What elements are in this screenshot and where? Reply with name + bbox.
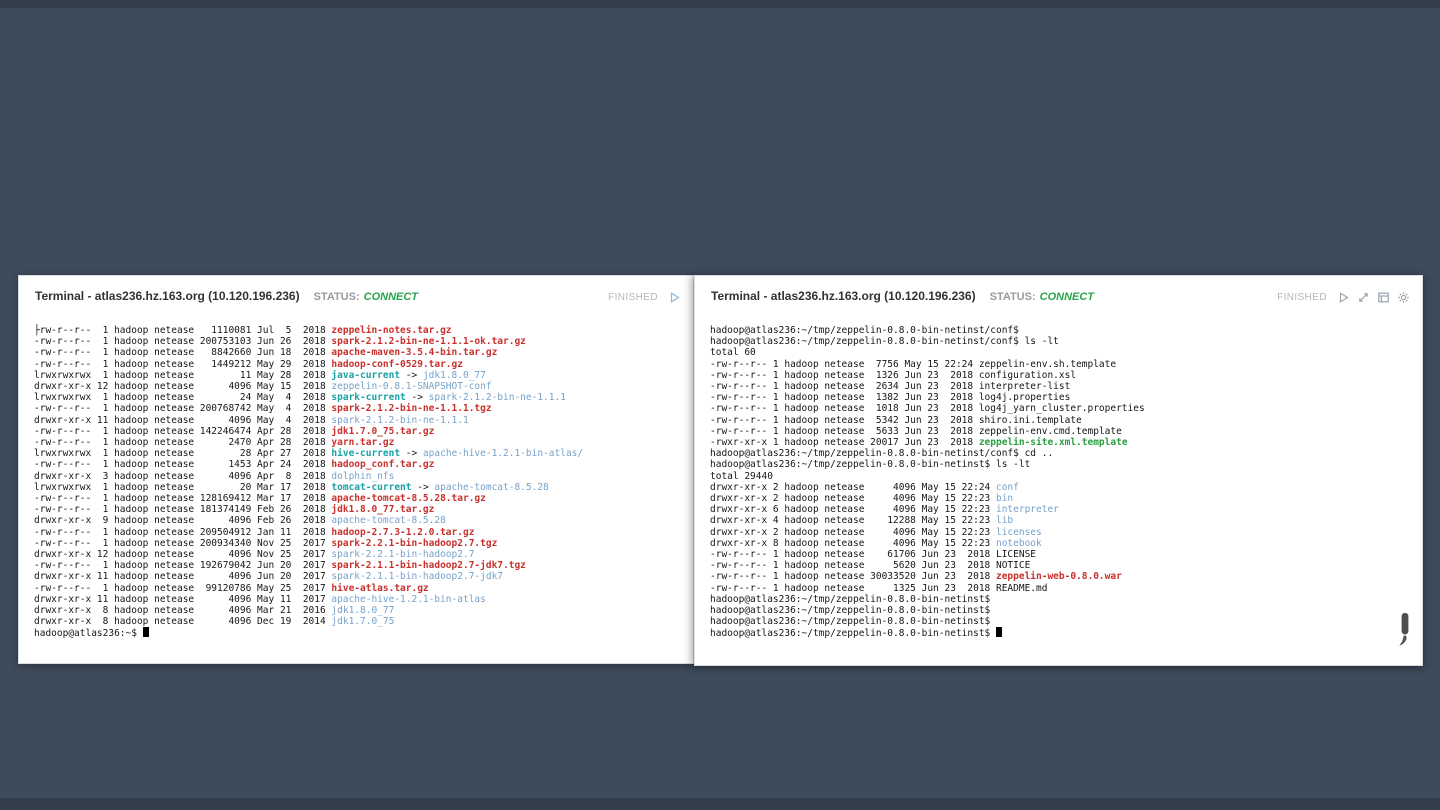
terminal-line: drwxr-xr-x 11 hadoop netease 4096 Jun 20…: [34, 571, 504, 583]
paragraph-header: Terminal - atlas236.hz.163.org (10.120.1…: [19, 276, 693, 315]
terminal-line: lrwxrwxrwx 1 hadoop netease 11 May 28 20…: [34, 369, 486, 381]
status-badge: FINISHED: [608, 292, 658, 303]
terminal-line: drwxr-xr-x 12 hadoop netease 4096 Nov 25…: [34, 549, 475, 561]
terminal-line: -rw-r--r-- 1 hadoop netease 200753103 Ju…: [34, 336, 526, 348]
terminal-title: Terminal - atlas236.hz.163.org (10.120.1…: [711, 289, 976, 303]
terminal-line: hadoop@atlas236:~/tmp/zeppelin-0.8.0-bin…: [710, 448, 1054, 460]
terminal-line: -rw-r--r-- 1 hadoop netease 128169412 Ma…: [34, 493, 486, 505]
status-value: CONNECT: [363, 291, 419, 303]
terminal-line: -rw-r--r-- 1 hadoop netease 209504912 Ja…: [34, 526, 475, 538]
terminal-line: hadoop@atlas236:~/tmp/zeppelin-0.8.0-bin…: [710, 627, 1407, 639]
terminal-line: -rw-r--r-- 1 hadoop netease 142246474 Ap…: [34, 425, 435, 437]
terminal-line: -rw-r--r-- 1 hadoop netease 1449212 May …: [34, 358, 463, 370]
layout-icon[interactable]: [1377, 291, 1390, 304]
gear-icon[interactable]: [1397, 291, 1410, 304]
terminal-line: -rw-r--r-- 1 hadoop netease 5633 Jun 23 …: [710, 425, 1122, 437]
terminal-line: drwxr-xr-x 6 hadoop netease 4096 May 15 …: [710, 504, 1059, 516]
terminal-line: drwxr-xr-x 8 hadoop netease 4096 Mar 21 …: [34, 605, 395, 617]
scroll-indicator[interactable]: [1398, 611, 1412, 649]
terminal-cursor: [995, 627, 1002, 638]
status-value: CONNECT: [1039, 291, 1095, 303]
status-badge: FINISHED: [1277, 292, 1327, 303]
bottom-edge-bar: [0, 798, 1440, 810]
terminal-line: -rw-r--r-- 1 hadoop netease 99120786 May…: [34, 582, 429, 594]
terminal-line: drwxr-xr-x 11 hadoop netease 4096 May 4 …: [34, 414, 469, 426]
expand-icon[interactable]: [1357, 291, 1370, 304]
terminal-line: -rw-r--r-- 1 hadoop netease 1453 Apr 24 …: [34, 459, 435, 471]
terminal-line: -rw-r--r-- 1 hadoop netease 200934340 No…: [34, 537, 498, 549]
terminal-panel-right: Terminal - atlas236.hz.163.org (10.120.1…: [694, 275, 1423, 666]
terminal-line: lrwxrwxrwx 1 hadoop netease 24 May 4 201…: [34, 392, 566, 404]
terminal-line: -rw-r--r-- 1 hadoop netease 1382 Jun 23 …: [710, 392, 1071, 404]
terminal-line: lrwxrwxrwx 1 hadoop netease 20 Mar 17 20…: [34, 481, 549, 493]
terminal-line: drwxr-xr-x 8 hadoop netease 4096 May 15 …: [710, 537, 1042, 549]
play-icon[interactable]: [668, 291, 681, 304]
terminal-line: -rw-r--r-- 1 hadoop netease 200768742 Ma…: [34, 403, 492, 415]
terminal-status: STATUS: CONNECT: [314, 291, 418, 303]
terminal-line: hadoop@atlas236:~/tmp/zeppelin-0.8.0-bin…: [710, 605, 991, 617]
terminal-line: -rwxr-xr-x 1 hadoop netease 20017 Jun 23…: [710, 437, 1128, 449]
terminal-line: -rw-r--r-- 1 hadoop netease 1326 Jun 23 …: [710, 369, 1077, 381]
paragraph-header: Terminal - atlas236.hz.163.org (10.120.1…: [695, 276, 1422, 315]
terminal-line: hadoop@atlas236:~/tmp/zeppelin-0.8.0-bin…: [710, 616, 991, 628]
terminal-line: -rw-r--r-- 1 hadoop netease 181374149 Fe…: [34, 504, 435, 516]
terminal-line: drwxr-xr-x 2 hadoop netease 4096 May 15 …: [710, 481, 1019, 493]
terminal-line: drwxr-xr-x 9 hadoop netease 4096 Feb 26 …: [34, 515, 446, 527]
terminal-line: hadoop@atlas236:~/tmp/zeppelin-0.8.0-bin…: [710, 459, 1031, 471]
terminal-output-right[interactable]: hadoop@atlas236:~/tmp/zeppelin-0.8.0-bin…: [695, 315, 1422, 640]
terminal-cursor: [142, 627, 149, 638]
top-edge-bar: [0, 0, 1440, 8]
terminal-output-left[interactable]: ├rw-r--r-- 1 hadoop netease 1110081 Jul …: [19, 315, 693, 640]
status-label: STATUS:: [989, 291, 1036, 303]
terminal-line: total 60: [710, 347, 756, 359]
terminal-line: -rw-r--r-- 1 hadoop netease 7756 May 15 …: [710, 358, 1117, 370]
terminal-line: -rw-r--r-- 1 hadoop netease 5342 Jun 23 …: [710, 414, 1082, 426]
status-label: STATUS:: [313, 291, 360, 303]
terminal-panel-left: Terminal - atlas236.hz.163.org (10.120.1…: [18, 275, 694, 664]
terminal-line: -rw-r--r-- 1 hadoop netease 2634 Jun 23 …: [710, 381, 1071, 393]
terminal-title: Terminal - atlas236.hz.163.org (10.120.1…: [35, 289, 300, 303]
terminal-line: total 29440: [710, 470, 773, 482]
terminal-line: ├rw-r--r-- 1 hadoop netease 1110081 Jul …: [34, 325, 452, 336]
terminal-line: -rw-r--r-- 1 hadoop netease 192679042 Ju…: [34, 560, 526, 572]
terminal-line: hadoop@atlas236:~$: [34, 627, 678, 639]
terminal-line: hadoop@atlas236:~/tmp/zeppelin-0.8.0-bin…: [710, 593, 991, 605]
play-icon[interactable]: [1337, 291, 1350, 304]
terminal-line: lrwxrwxrwx 1 hadoop netease 28 Apr 27 20…: [34, 448, 584, 460]
terminal-line: -rw-r--r-- 1 hadoop netease 30033520 Jun…: [710, 571, 1122, 583]
terminal-line: drwxr-xr-x 12 hadoop netease 4096 May 15…: [34, 381, 492, 393]
terminal-line: -rw-r--r-- 1 hadoop netease 61706 Jun 23…: [710, 549, 1037, 561]
terminal-line: -rw-r--r-- 1 hadoop netease 5620 Jun 23 …: [710, 560, 1031, 572]
terminal-line: drwxr-xr-x 3 hadoop netease 4096 Apr 8 2…: [34, 470, 395, 482]
terminal-line: hadoop@atlas236:~/tmp/zeppelin-0.8.0-bin…: [710, 325, 1019, 336]
terminal-line: -rw-r--r-- 1 hadoop netease 8842660 Jun …: [34, 347, 498, 359]
terminal-line: drwxr-xr-x 11 hadoop netease 4096 May 11…: [34, 593, 486, 605]
terminal-line: -rw-r--r-- 1 hadoop netease 2470 Apr 28 …: [34, 437, 395, 449]
terminal-line: drwxr-xr-x 4 hadoop netease 12288 May 15…: [710, 515, 1014, 527]
terminal-line: drwxr-xr-x 2 hadoop netease 4096 May 15 …: [710, 526, 1042, 538]
terminal-line: drwxr-xr-x 8 hadoop netease 4096 Dec 19 …: [34, 616, 395, 628]
terminal-line: -rw-r--r-- 1 hadoop netease 1018 Jun 23 …: [710, 403, 1145, 415]
terminal-status: STATUS: CONNECT: [990, 291, 1094, 303]
terminal-line: -rw-r--r-- 1 hadoop netease 1325 Jun 23 …: [710, 582, 1048, 594]
terminal-line: hadoop@atlas236:~/tmp/zeppelin-0.8.0-bin…: [710, 336, 1059, 348]
terminal-line: drwxr-xr-x 2 hadoop netease 4096 May 15 …: [710, 493, 1014, 505]
